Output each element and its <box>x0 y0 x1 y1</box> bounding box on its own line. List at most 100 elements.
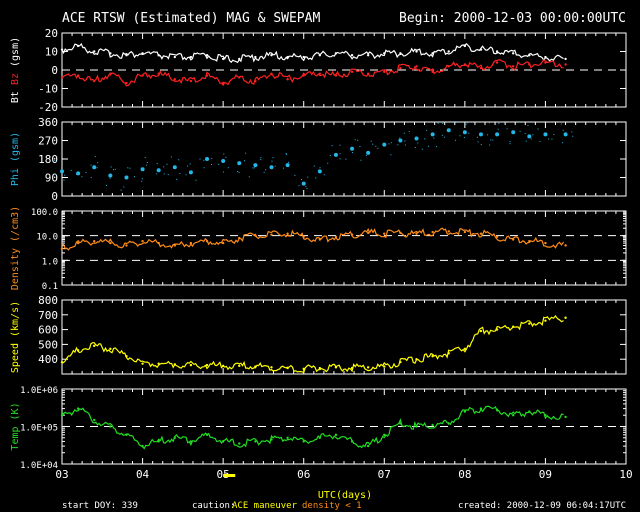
temp-point <box>415 425 418 428</box>
phi-point-noise <box>298 185 300 187</box>
phi-point-noise <box>351 151 353 153</box>
phi-point-noise <box>506 128 508 130</box>
phi-point-noise <box>383 144 385 146</box>
phi-point-noise <box>85 172 87 174</box>
phi-point-noise <box>263 171 265 173</box>
phi-point-noise <box>530 138 532 140</box>
phi-point-noise <box>548 138 550 140</box>
bz-point <box>173 78 176 81</box>
phi-point-noise <box>127 167 129 169</box>
bt-point <box>463 44 467 48</box>
density-point <box>383 232 386 235</box>
bt-point <box>238 57 241 61</box>
bz-point <box>318 72 322 75</box>
phi-point-noise <box>424 138 426 140</box>
density-point <box>221 241 225 245</box>
phi-point-noise <box>109 177 111 179</box>
bt-point <box>495 50 499 53</box>
bz-point <box>189 79 193 83</box>
temp-point <box>463 410 467 413</box>
density-point <box>366 231 370 235</box>
speed-point <box>431 355 434 358</box>
phi-point-noise <box>441 134 443 136</box>
x-axis-label: UTC(days) <box>318 490 372 501</box>
y-tick-label: 10.0 <box>36 233 58 243</box>
density-point <box>447 230 450 233</box>
temp-point <box>512 414 515 417</box>
phi-point-noise <box>375 145 377 147</box>
phi-point-noise <box>360 159 362 161</box>
density-point <box>479 232 483 235</box>
phi-point-noise <box>488 122 490 124</box>
phi-point-noise <box>492 139 494 141</box>
phi-point <box>527 134 532 139</box>
phi-point <box>140 167 145 172</box>
phi-point-noise <box>225 156 227 158</box>
bt-point <box>431 52 434 55</box>
phi-point-noise <box>331 145 333 147</box>
phi-point <box>188 170 193 175</box>
phi-point-noise <box>370 140 372 142</box>
phi-point-noise <box>306 187 308 189</box>
phi-point <box>221 159 226 164</box>
phi-point-noise <box>222 171 224 173</box>
phi-point-noise <box>272 157 274 159</box>
bt-point <box>447 50 450 53</box>
speed-point <box>334 366 338 369</box>
y-tick-label: 1.0E+05 <box>20 424 58 434</box>
temp-point <box>447 422 450 425</box>
phi-point-noise <box>237 171 239 173</box>
bt-point <box>270 54 273 57</box>
phi-point-noise <box>76 173 78 175</box>
y-tick-label: 0 <box>51 64 58 77</box>
speed-point <box>383 365 386 368</box>
y-tick-label: 500 <box>38 338 58 351</box>
bt-point <box>93 50 96 53</box>
bt-point <box>302 55 305 59</box>
temp-point <box>383 433 386 437</box>
density-point <box>528 239 531 243</box>
phi-point <box>446 128 451 133</box>
phi-point-noise <box>274 165 276 167</box>
phi-point-noise <box>323 174 325 176</box>
phi-point-noise <box>390 154 392 156</box>
phi-point-noise <box>537 128 539 130</box>
temp-point <box>528 410 531 413</box>
density-point <box>125 244 128 247</box>
temp-point <box>60 414 64 417</box>
y-tick-label: 1.0E+06 <box>20 386 58 396</box>
y-axis-label: Speed (km/s) <box>10 301 21 373</box>
phi-point-noise <box>456 122 458 123</box>
y-tick-label: 1.0 <box>42 257 58 267</box>
phi-point <box>382 142 387 147</box>
phi-point-noise <box>539 140 541 142</box>
density-point <box>415 232 418 235</box>
phi-point-noise <box>133 176 135 178</box>
bz-point <box>415 65 418 68</box>
speed-point <box>366 366 370 369</box>
phi-point-noise <box>487 134 489 136</box>
phi-point <box>156 168 161 173</box>
temp-point <box>479 407 483 410</box>
density-point <box>205 239 209 243</box>
bz-point <box>93 79 96 83</box>
y-axis-label-part: Bt <box>10 91 21 103</box>
phi-point <box>462 130 467 135</box>
phi-point <box>563 132 568 137</box>
bz-point <box>431 70 434 74</box>
speed-point <box>564 316 567 319</box>
bz-series-line <box>61 59 564 87</box>
phi-point-noise <box>167 174 169 176</box>
y-axis-label: Temp (K) <box>10 402 21 450</box>
bz-point <box>205 74 209 77</box>
y-axis-label: Bt Bz (gsm) <box>10 37 21 103</box>
phi-point-noise <box>414 146 416 148</box>
phi-point-noise <box>388 143 390 145</box>
phi-point-noise <box>245 152 247 154</box>
phi-point-noise <box>120 189 122 191</box>
phi-point-noise <box>490 139 492 141</box>
phi-point-noise <box>203 159 205 161</box>
phi-point-noise <box>141 180 143 182</box>
temp-point <box>221 440 225 443</box>
start-doy: start DOY: 339 <box>62 501 138 511</box>
